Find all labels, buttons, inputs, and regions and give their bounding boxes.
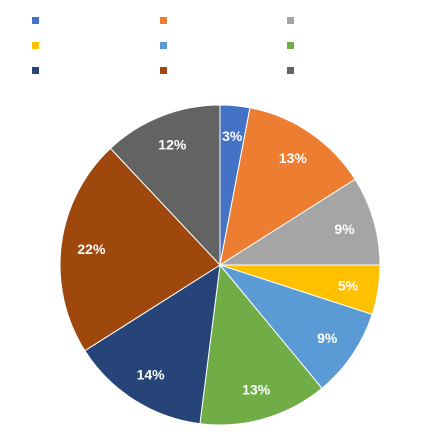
slice-data-label: 9% — [334, 221, 355, 237]
pie-slice — [218, 178, 381, 266]
slice-data-label: 9% — [317, 330, 338, 346]
legend-item — [287, 64, 407, 78]
legend-swatch — [160, 67, 167, 74]
legend-item — [32, 39, 152, 53]
pie-labels: 3% 13% 9% 5% 9% 13% 14% 22% 12% — [77, 128, 358, 398]
legend-swatch — [287, 42, 294, 49]
legend-swatch — [32, 17, 39, 24]
legend-item — [160, 64, 280, 78]
legend-item — [160, 39, 280, 53]
pie-slice — [199, 263, 323, 426]
slice-data-label: 14% — [137, 366, 166, 382]
chart-legend — [0, 0, 438, 90]
legend-swatch — [160, 42, 167, 49]
legend-item — [32, 14, 152, 28]
slice-data-label: 22% — [77, 241, 106, 257]
slice-data-label: 13% — [242, 382, 271, 398]
pie-slice — [59, 147, 221, 352]
legend-swatch — [287, 17, 294, 24]
legend-item — [160, 14, 280, 28]
pie-slice — [109, 104, 221, 267]
legend-swatch — [160, 17, 167, 24]
slice-data-label: 13% — [279, 150, 308, 166]
legend-swatch — [32, 42, 39, 49]
legend-swatch — [32, 67, 39, 74]
slice-data-label: 12% — [158, 137, 187, 153]
pie-slice — [218, 263, 373, 389]
legend-item — [287, 39, 407, 53]
pie-slice — [84, 264, 221, 425]
legend-item — [32, 64, 152, 78]
slice-data-label: 3% — [222, 128, 243, 144]
legend-item — [287, 14, 407, 28]
pie-slice — [219, 107, 356, 267]
legend-swatch — [287, 67, 294, 74]
slice-data-label: 5% — [338, 277, 359, 293]
pie-slices — [59, 104, 381, 426]
